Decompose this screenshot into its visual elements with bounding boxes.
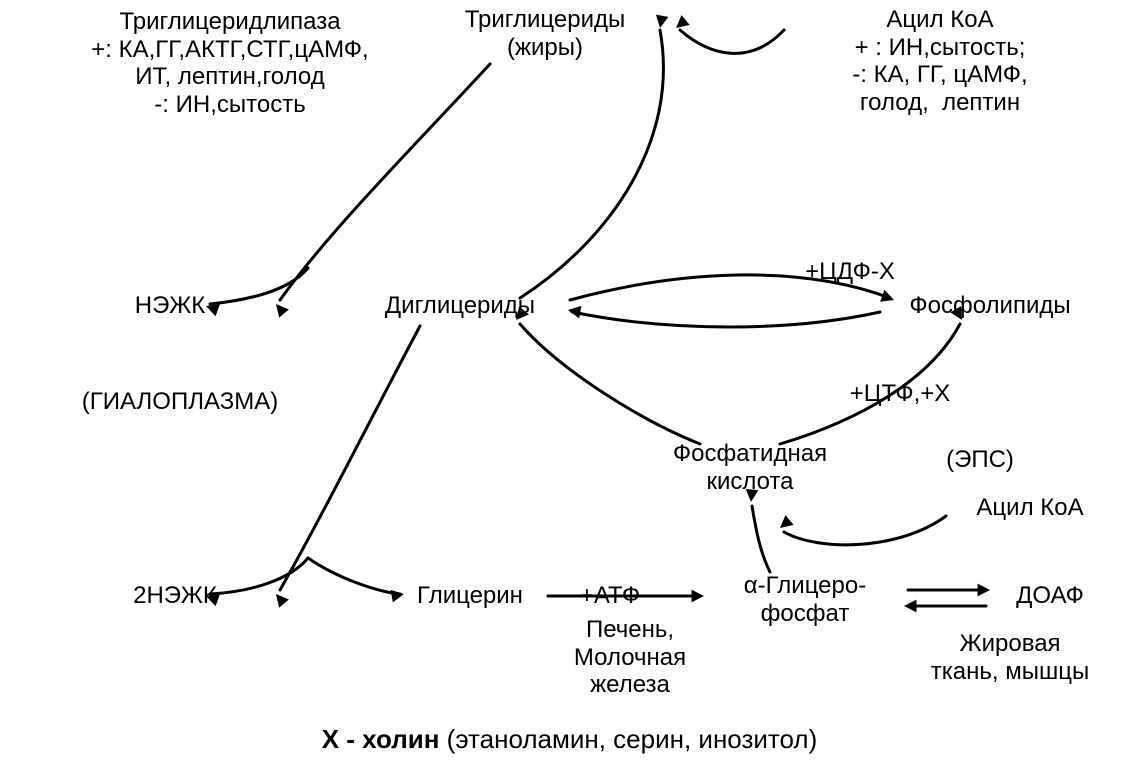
node-triglycerides: Триглицериды (жиры) bbox=[420, 6, 670, 61]
node-doaf: ДОАФ bbox=[990, 582, 1110, 610]
node-cdp-x: +ЦДФ-Х bbox=[770, 258, 930, 286]
node-nefa2: 2НЭЖК bbox=[100, 582, 250, 610]
footer-bold: Х - холин bbox=[322, 724, 440, 754]
diagram-stage: Триглицеридлипаза +: КА,ГГ,АКТГ,СТГ,цАМФ… bbox=[0, 0, 1139, 775]
node-alpha-gp: α-Глицеро- фосфат bbox=[700, 572, 910, 627]
node-eps: (ЭПС) bbox=[920, 446, 1040, 474]
node-acyl-coa-top: Ацил КоА + : ИН,сытость; -: КА, ГГ, цАМФ… bbox=[780, 6, 1100, 116]
node-phospholipids: Фосфолипиды bbox=[870, 292, 1110, 320]
node-diglycerides: Диглицериды bbox=[350, 292, 570, 320]
node-atp: +АТФ bbox=[550, 582, 670, 610]
node-ctp-x: +ЦТФ,+Х bbox=[800, 380, 1000, 408]
node-phosphatidic: Фосфатидная кислота bbox=[620, 440, 880, 495]
node-liver: Печень, Молочная железа bbox=[530, 616, 730, 699]
node-hyaloplasm: (ГИАЛОПЛАЗМА) bbox=[30, 388, 330, 416]
node-adipose: Жировая ткань, мышцы bbox=[900, 630, 1120, 685]
node-glycerol: Глицерин bbox=[390, 582, 550, 610]
footer-rest: (этаноламин, серин, инозитол) bbox=[439, 724, 817, 754]
footer-legend: Х - холин (этаноламин, серин, инозитол) bbox=[0, 724, 1139, 755]
node-nefa1: НЭЖК bbox=[110, 292, 230, 320]
node-acyl-coa-bottom: Ацил КоА bbox=[940, 494, 1120, 522]
node-tg-lipase: Триглицеридлипаза +: КА,ГГ,АКТГ,СТГ,цАМФ… bbox=[60, 8, 400, 118]
